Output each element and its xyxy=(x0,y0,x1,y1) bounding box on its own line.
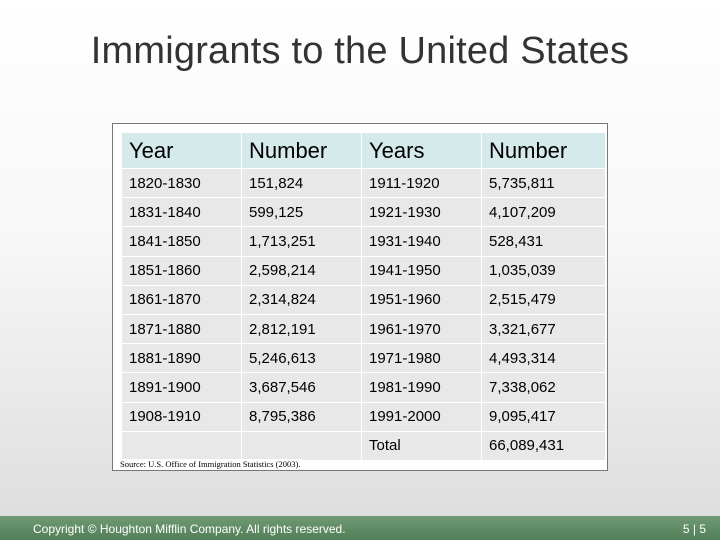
table-cell: 1961-1970 xyxy=(361,313,482,345)
header-years: Years xyxy=(361,132,482,169)
table-cell: 1841-1850 xyxy=(121,226,242,257)
table-cell: 1881-1890 xyxy=(121,343,242,374)
table-cell: 1921-1930 xyxy=(361,197,482,228)
table-cell: 1891-1900 xyxy=(121,372,242,403)
table-row: 1871-1880 2,812,191 1961-1970 3,321,677 xyxy=(121,313,606,345)
table-row: 1891-1900 3,687,546 1981-1990 7,338,062 xyxy=(121,372,606,403)
table-cell: 2,598,214 xyxy=(241,255,362,286)
table-cell: 1941-1950 xyxy=(361,255,482,286)
immigration-table-frame: Year Number Years Number 1820-1830 151,8… xyxy=(112,123,608,471)
table-header-row: Year Number Years Number xyxy=(121,132,606,169)
table-cell: 9,095,417 xyxy=(481,401,606,432)
table-cell: 1971-1980 xyxy=(361,343,482,374)
source-note: Source: U.S. Office of Immigration Stati… xyxy=(118,459,303,469)
header-number: Number xyxy=(241,132,362,169)
table-cell: 1871-1880 xyxy=(121,313,242,345)
table-cell: 2,812,191 xyxy=(241,313,362,345)
table-cell: 1908-1910 xyxy=(121,401,242,432)
table-total-row: Total 66,089,431 xyxy=(121,430,606,461)
table-cell: 3,687,546 xyxy=(241,372,362,403)
table-cell: 2,314,824 xyxy=(241,284,362,315)
table-cell: 5,735,811 xyxy=(481,167,606,199)
table-row: 1831-1840 599,125 1921-1930 4,107,209 xyxy=(121,197,606,228)
table-row: 1851-1860 2,598,214 1941-1950 1,035,039 xyxy=(121,255,606,286)
slide-title: Immigrants to the United States xyxy=(90,30,630,72)
table-cell-empty xyxy=(241,430,362,461)
table-cell: 4,107,209 xyxy=(481,197,606,228)
table-cell: 2,515,479 xyxy=(481,284,606,315)
page-number: 5 | 5 xyxy=(682,522,706,536)
header-year: Year xyxy=(121,132,242,169)
table-cell: 7,338,062 xyxy=(481,372,606,403)
table-cell: 151,824 xyxy=(241,167,362,199)
header-number-2: Number xyxy=(481,132,606,169)
table-cell: 1981-1990 xyxy=(361,372,482,403)
table-row: 1908-1910 8,795,386 1991-2000 9,095,417 xyxy=(121,401,606,432)
table-cell: 8,795,386 xyxy=(241,401,362,432)
table-row: 1861-1870 2,314,824 1951-1960 2,515,479 xyxy=(121,284,606,315)
footer-bar: Copyright © Houghton Mifflin Company. Al… xyxy=(0,516,720,540)
table-cell: 4,493,314 xyxy=(481,343,606,374)
table-cell: 1,713,251 xyxy=(241,226,362,257)
table-cell: 1911-1920 xyxy=(361,167,482,199)
table-row: 1881-1890 5,246,613 1971-1980 4,493,314 xyxy=(121,343,606,374)
immigration-table: Year Number Years Number 1820-1830 151,8… xyxy=(121,132,606,461)
table-cell: 1991-2000 xyxy=(361,401,482,432)
table-cell: 1851-1860 xyxy=(121,255,242,286)
table-cell: 1,035,039 xyxy=(481,255,606,286)
total-value: 66,089,431 xyxy=(481,430,606,461)
copyright-text: Copyright © Houghton Mifflin Company. Al… xyxy=(33,522,346,536)
table-cell: 5,246,613 xyxy=(241,343,362,374)
table-row: 1820-1830 151,824 1911-1920 5,735,811 xyxy=(121,167,606,199)
table-cell-empty xyxy=(121,430,242,461)
table-cell: 599,125 xyxy=(241,197,362,228)
table-cell: 528,431 xyxy=(481,226,606,257)
table-cell: 3,321,677 xyxy=(481,313,606,345)
table-row: 1841-1850 1,713,251 1931-1940 528,431 xyxy=(121,226,606,257)
table-cell: 1831-1840 xyxy=(121,197,242,228)
table-cell: 1820-1830 xyxy=(121,167,242,199)
total-label: Total xyxy=(361,430,482,461)
table-cell: 1951-1960 xyxy=(361,284,482,315)
table-cell: 1931-1940 xyxy=(361,226,482,257)
table-cell: 1861-1870 xyxy=(121,284,242,315)
